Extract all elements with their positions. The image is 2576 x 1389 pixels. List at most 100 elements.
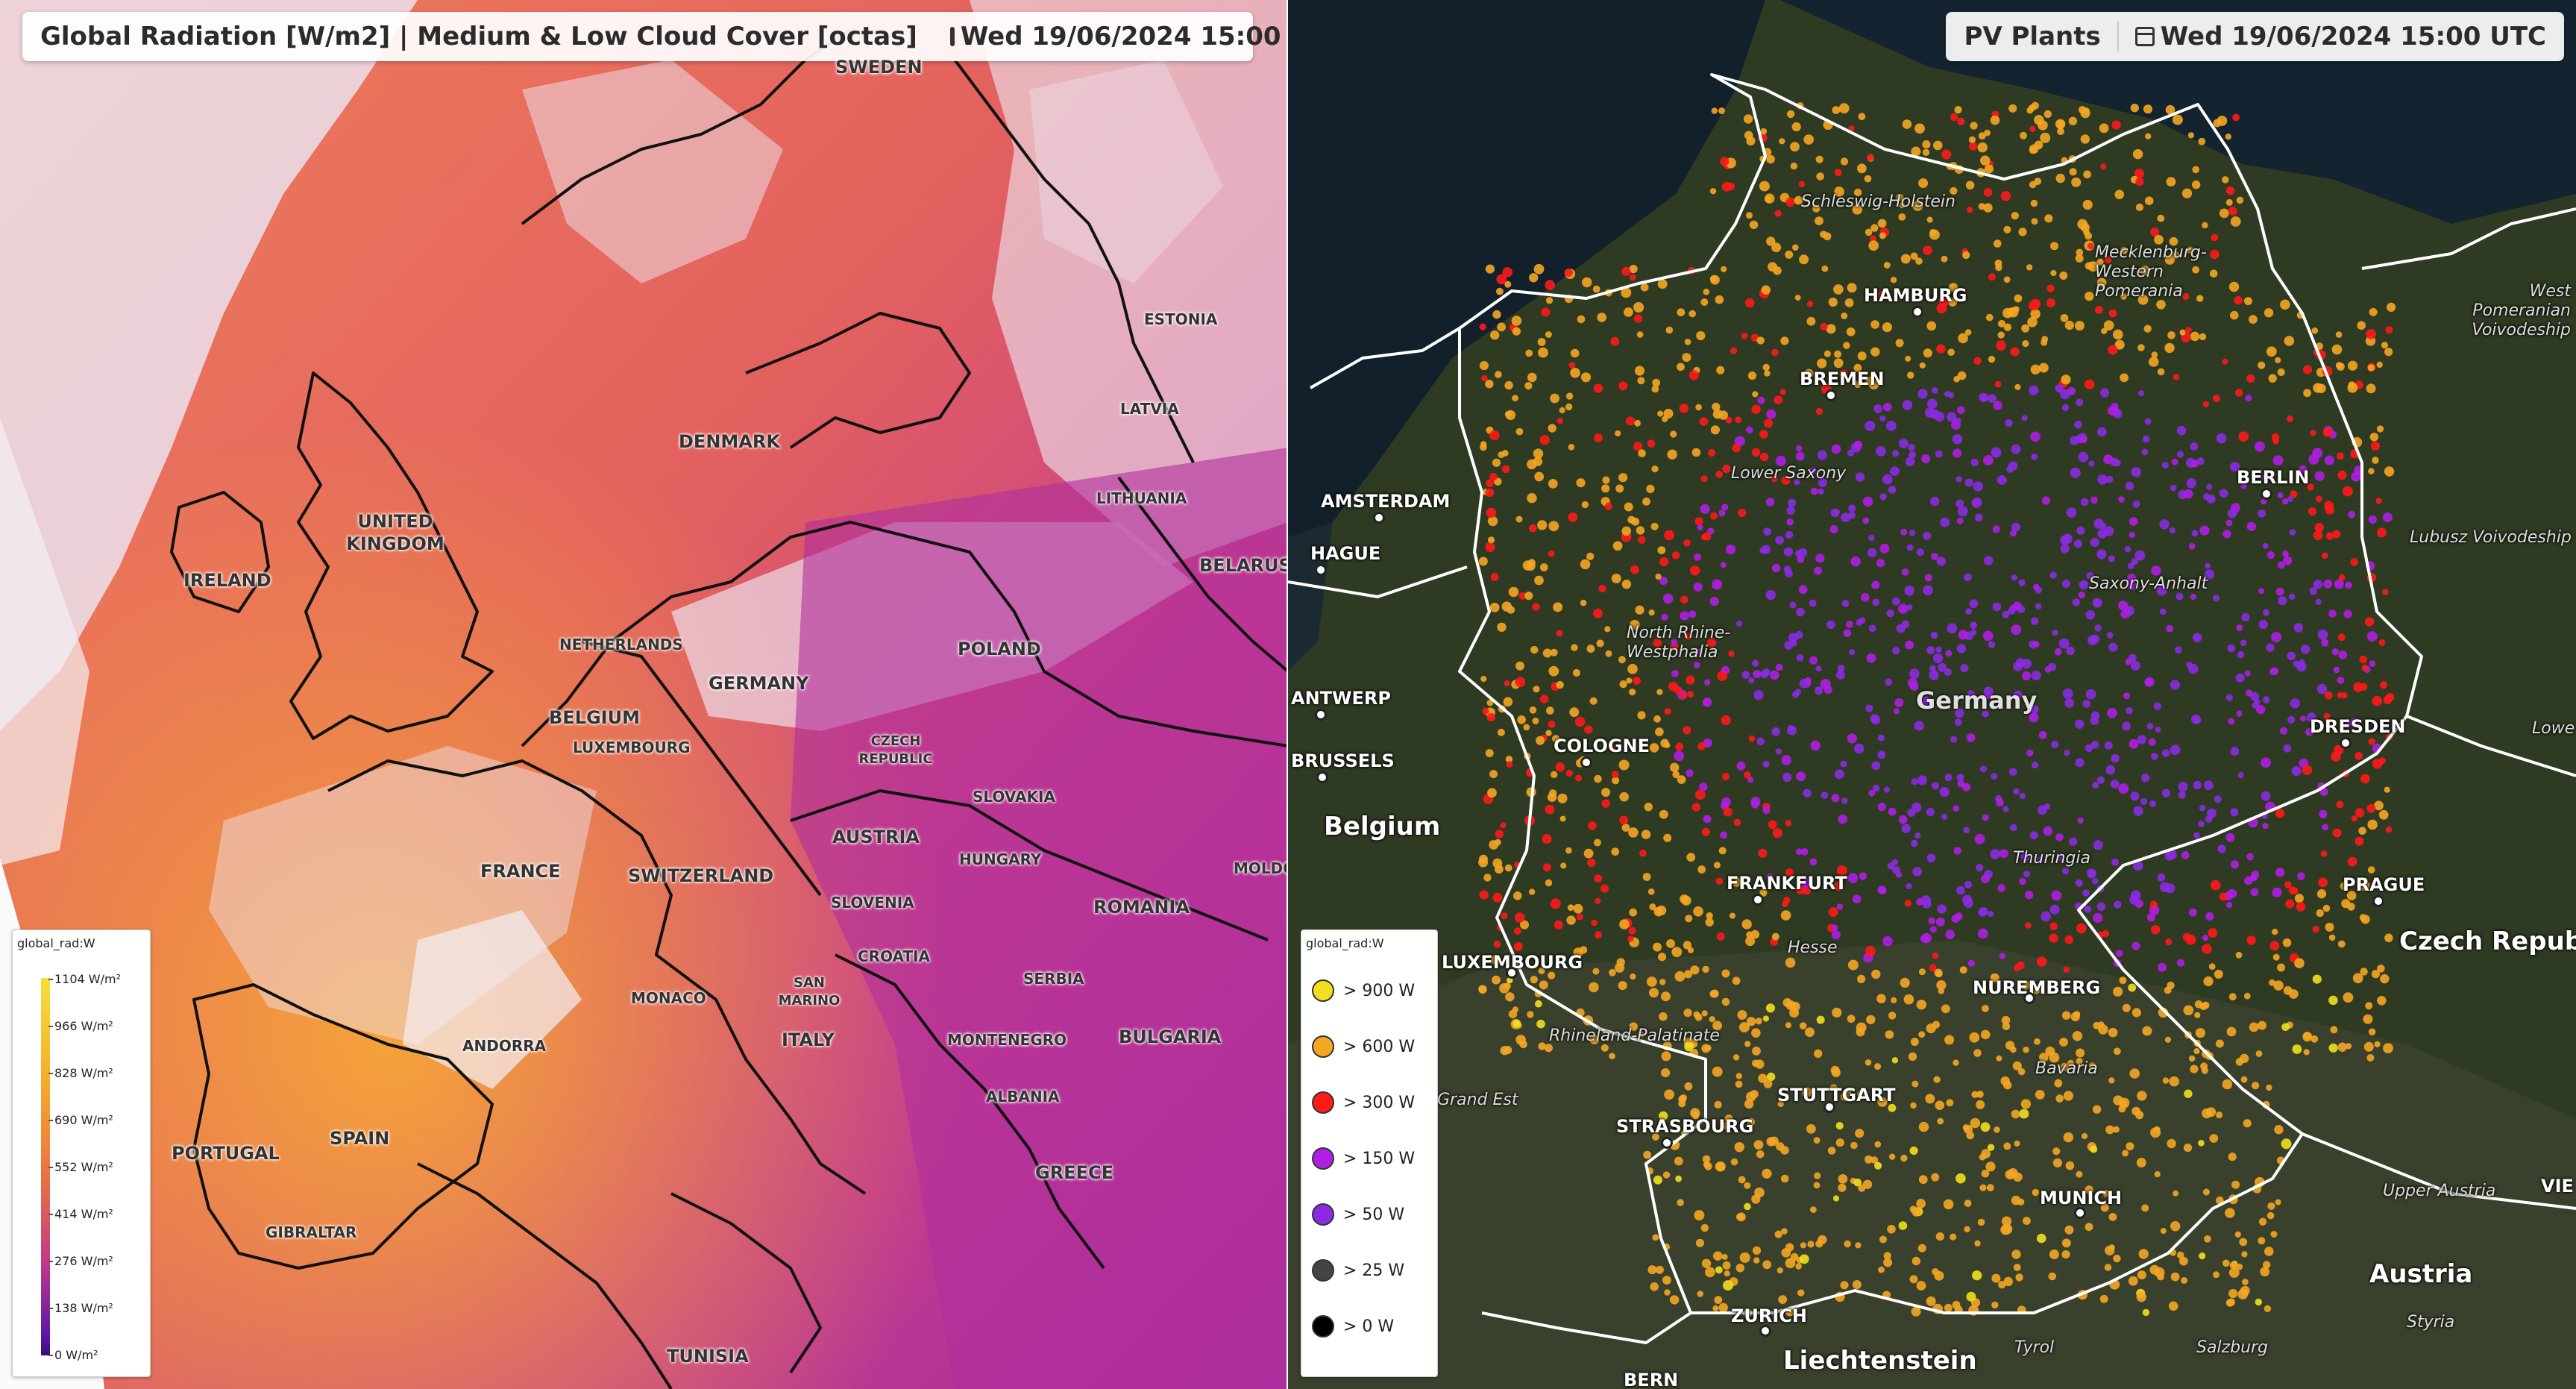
pv-plant-dot bbox=[2202, 944, 2212, 954]
pv-plant-dot bbox=[1962, 894, 1973, 905]
pv-plant-dot bbox=[2222, 530, 2231, 539]
pv-plant-dot bbox=[2011, 1109, 2020, 1119]
pv-plant-dot bbox=[1714, 1100, 1722, 1109]
pv-plant-dot bbox=[1876, 446, 1886, 457]
pv-plant-dot bbox=[2082, 700, 2091, 708]
pv-plant-dot bbox=[2075, 879, 2083, 887]
pv-plant-dot bbox=[1926, 807, 1935, 817]
pv-plant-dot bbox=[2039, 1053, 2049, 1062]
pv-plant-dot bbox=[2202, 401, 2210, 408]
pv-plant-dot bbox=[1809, 467, 1817, 475]
pv-plant-dot bbox=[1970, 621, 1978, 630]
pv-plant-dot bbox=[2031, 617, 2039, 625]
pv-plant-dot bbox=[1568, 444, 1575, 451]
pv-plant-dot bbox=[1705, 1267, 1715, 1278]
pv-plant-dot bbox=[1621, 287, 1632, 298]
pv-plant-dot bbox=[2228, 1153, 2237, 1161]
pv-plant-dot bbox=[1935, 646, 1942, 653]
pv-plant-dot bbox=[1524, 381, 1533, 390]
radiation-map-panel[interactable]: Global Radiation [W/m2] | Medium & Low C… bbox=[0, 0, 1288, 1389]
pv-plant-dot bbox=[1944, 1035, 1955, 1045]
pv-datetime[interactable]: Wed 19/06/2024 15:00 UTC bbox=[2160, 22, 2546, 51]
pv-plant-dot bbox=[1720, 831, 1728, 839]
pv-plant-dot bbox=[2359, 655, 2368, 664]
pv-plant-dot bbox=[1537, 338, 1546, 346]
pv-plant-dot bbox=[1602, 476, 1610, 484]
pv-plant-dot bbox=[1716, 366, 1725, 374]
pv-plant-dot bbox=[1580, 559, 1591, 570]
country-label: SLOVAKIA bbox=[973, 788, 1055, 806]
pv-plant-dot bbox=[2289, 529, 2296, 536]
pv-plant-dot bbox=[1741, 333, 1748, 339]
country-label: SAN MARINO bbox=[778, 975, 841, 1009]
pv-plant-dot bbox=[1980, 1029, 1991, 1040]
pv-plant-dot bbox=[1883, 1252, 1891, 1260]
country-label: MONACO bbox=[631, 989, 706, 1007]
pv-plant-dot bbox=[1852, 204, 1862, 215]
radiation-map[interactable] bbox=[0, 0, 1288, 1389]
pv-plant-dot bbox=[1948, 392, 1955, 399]
pv-plant-dot bbox=[2360, 968, 2368, 976]
pv-plant-dot bbox=[1907, 371, 1914, 379]
pv-plant-dot bbox=[2137, 294, 2149, 305]
pv-plant-dot bbox=[1730, 347, 1738, 354]
pv-plant-dot bbox=[1972, 497, 1982, 507]
pv-plant-dot bbox=[1593, 838, 1601, 847]
pv-plant-dot bbox=[2051, 890, 2062, 901]
pv-plant-dot bbox=[2310, 1035, 2319, 1043]
pv-plant-dot bbox=[1890, 277, 1897, 283]
pv-plant-dot bbox=[1696, 330, 1706, 341]
pv-plant-dot bbox=[2243, 297, 2252, 306]
pv-plant-dot bbox=[1634, 366, 1645, 376]
pv-plant-dot bbox=[2231, 1180, 2240, 1189]
pv-plant-dot bbox=[2199, 1002, 2208, 1011]
pv-plant-dot bbox=[1760, 128, 1768, 135]
pv-plant-dot bbox=[1524, 592, 1533, 601]
pv-plant-dot bbox=[1876, 994, 1886, 1003]
pv-plant-dot bbox=[1700, 298, 1709, 306]
city-marker bbox=[1823, 1101, 1835, 1113]
pv-plant-dot bbox=[2170, 744, 2181, 756]
pv-plant-dot bbox=[2324, 691, 2333, 700]
pv-plant-dot bbox=[1671, 551, 1680, 559]
pv-plant-dot bbox=[2161, 462, 2169, 469]
pv-plant-dot bbox=[1843, 629, 1852, 637]
pv-plant-dot bbox=[2137, 390, 2145, 397]
pv-plant-dot bbox=[2075, 719, 2085, 729]
pv-plant-dot bbox=[1878, 290, 1888, 300]
pv-plant-dot bbox=[1883, 402, 1892, 412]
pv-plant-dot bbox=[1726, 545, 1736, 555]
pv-plant-dot bbox=[1637, 377, 1645, 385]
pv-plant-dot bbox=[2076, 526, 2085, 535]
pv-plant-dot bbox=[2348, 510, 2356, 518]
pv-plant-dot bbox=[1892, 647, 1900, 655]
pv-plant-dot bbox=[1481, 375, 1488, 382]
pv-plant-dot bbox=[1592, 285, 1600, 293]
pv-plant-dot bbox=[1809, 858, 1818, 866]
pv-map-panel[interactable]: PV Plants Wed 19/06/2024 15:00 UTC HAMBU… bbox=[1288, 0, 2576, 1389]
pv-plant-dot bbox=[1693, 906, 1703, 917]
pv-plant-dot bbox=[2002, 307, 2013, 319]
pv-plant-dot bbox=[1715, 295, 1724, 304]
pv-plant-dot bbox=[1542, 863, 1551, 872]
pv-plant-dot bbox=[1985, 1161, 1996, 1172]
legend-label: > 25 W bbox=[1343, 1261, 1405, 1280]
pv-plant-dot bbox=[1940, 517, 1950, 527]
country-label: BULGARIA bbox=[1119, 1026, 1222, 1047]
pv-plant-dot bbox=[2230, 216, 2241, 227]
radiation-datetime[interactable]: Wed 19/06/2024 15:00 UTC bbox=[960, 22, 1288, 51]
pv-plant-dot bbox=[2340, 882, 2349, 891]
pv-map[interactable] bbox=[1288, 0, 2576, 1389]
pv-plant-dot bbox=[1506, 761, 1513, 768]
pv-plant-dot bbox=[2246, 521, 2256, 531]
pv-plant-dot bbox=[1862, 517, 1870, 524]
city-marker bbox=[2023, 992, 2035, 1004]
country-label: TUNISIA bbox=[667, 1346, 749, 1367]
pv-plant-dot bbox=[2064, 698, 2074, 708]
legend-swatch bbox=[1312, 1035, 1334, 1058]
pv-plant-dot bbox=[1701, 1010, 1708, 1017]
city-label: HAGUE bbox=[1310, 543, 1381, 564]
pv-plant-dot bbox=[1699, 783, 1708, 791]
pv-plant-dot bbox=[2288, 886, 2297, 894]
pv-plant-dot bbox=[1777, 1267, 1783, 1274]
